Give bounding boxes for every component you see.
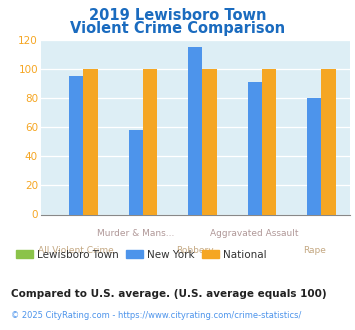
Text: Violent Crime Comparison: Violent Crime Comparison	[70, 21, 285, 36]
Bar	[262, 69, 276, 214]
Text: All Violent Crime: All Violent Crime	[38, 246, 114, 255]
Bar	[143, 69, 157, 214]
Text: Robbery: Robbery	[176, 246, 214, 255]
Bar	[129, 130, 143, 214]
Text: Murder & Mans...: Murder & Mans...	[97, 229, 174, 238]
Bar	[83, 69, 98, 214]
Bar	[202, 69, 217, 214]
Text: Aggravated Assault: Aggravated Assault	[211, 229, 299, 238]
Text: © 2025 CityRating.com - https://www.cityrating.com/crime-statistics/: © 2025 CityRating.com - https://www.city…	[11, 311, 301, 320]
Bar	[247, 82, 262, 214]
Text: 2019 Lewisboro Town: 2019 Lewisboro Town	[89, 8, 266, 23]
Legend: Lewisboro Town, New York, National: Lewisboro Town, New York, National	[12, 246, 271, 264]
Bar	[321, 69, 335, 214]
Bar	[69, 76, 83, 215]
Bar	[188, 47, 202, 214]
Bar	[307, 98, 321, 214]
Text: Rape: Rape	[303, 246, 326, 255]
Text: Compared to U.S. average. (U.S. average equals 100): Compared to U.S. average. (U.S. average …	[11, 289, 326, 299]
